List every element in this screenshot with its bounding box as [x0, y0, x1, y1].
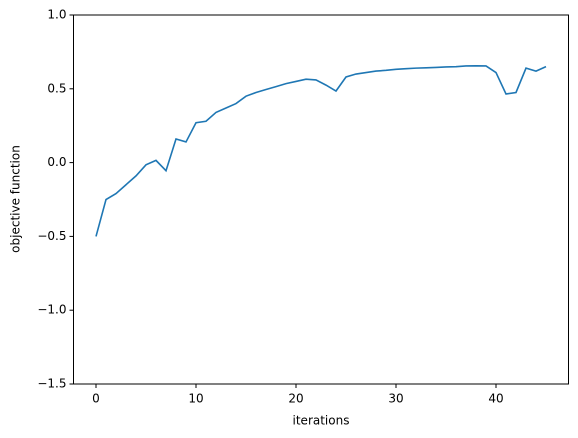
plot-frame: [73, 14, 569, 385]
x-tick-label: 0: [92, 392, 100, 406]
x-tick-label: 10: [188, 392, 203, 406]
y-tick-label: 0.0: [47, 155, 66, 169]
y-axis-label: objective function: [9, 145, 23, 253]
x-tick-label: 40: [488, 392, 503, 406]
y-tick-label: −0.5: [37, 229, 66, 243]
x-tick-label: 20: [288, 392, 303, 406]
x-tick-label: 30: [388, 392, 403, 406]
x-axis-label: iterations: [293, 414, 350, 428]
y-tick-label: 0.5: [47, 81, 66, 95]
data-line: [95, 64, 547, 237]
y-tick-label: 1.0: [47, 8, 66, 22]
y-tick-label: −1.5: [37, 377, 66, 391]
y-tick-label: −1.0: [37, 303, 66, 317]
